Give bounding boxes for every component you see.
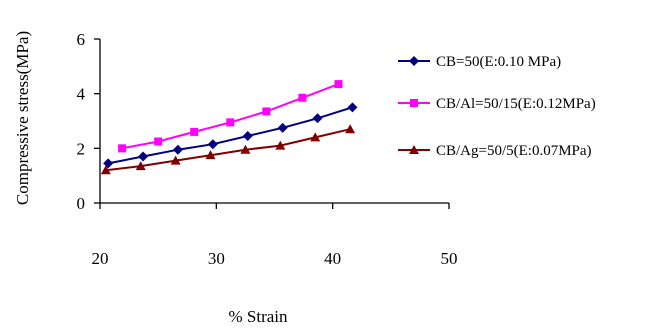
series-1 — [103, 102, 358, 169]
data-point — [138, 151, 149, 162]
data-point — [310, 132, 321, 142]
x-tick-label: 50 — [441, 249, 458, 268]
x-tick-label: 20 — [92, 249, 109, 268]
data-point — [154, 137, 163, 146]
data-point — [172, 144, 183, 155]
x-tick-label: 40 — [324, 249, 341, 268]
series-2 — [118, 80, 343, 153]
data-point — [103, 158, 114, 169]
data-point — [240, 144, 251, 154]
data-point — [312, 113, 323, 124]
legend-item: CB=50(E:0.10 MPa) — [398, 54, 561, 70]
y-axis-title: Compressive stress(MPa) — [13, 31, 32, 205]
data-point — [118, 144, 127, 153]
legend-item: CB/Ag=50/5(E:0.07MPa) — [398, 143, 592, 159]
data-point — [262, 107, 271, 116]
x-axis-title: % Strain — [228, 307, 288, 326]
y-tick-label: 4 — [77, 85, 86, 104]
data-point — [334, 80, 343, 89]
data-point — [205, 150, 216, 160]
data-point — [277, 122, 288, 133]
legend: CB=50(E:0.10 MPa) CB/Al=50/15(E:0.12MPa) C… — [398, 54, 596, 159]
data-point — [226, 118, 235, 127]
legend-item: CB/Al=50/15(E:0.12MPa) — [398, 96, 596, 112]
series-3 — [100, 124, 356, 175]
data-point — [242, 131, 253, 142]
data-point — [100, 165, 111, 175]
axes: 0 2 4 6 20 30 40 50 — [77, 30, 458, 268]
legend-label: CB/Ag=50/5(E:0.07MPa) — [436, 143, 592, 159]
data-point — [190, 127, 199, 136]
series-line — [105, 128, 351, 172]
y-tick-label: 2 — [77, 139, 86, 158]
legend-marker — [410, 99, 418, 107]
data-point — [298, 93, 307, 102]
series-layer — [100, 80, 358, 175]
data-point — [170, 155, 181, 165]
series-line — [107, 106, 353, 165]
legend-marker — [409, 145, 419, 154]
y-tick-label: 0 — [77, 194, 86, 213]
data-point — [345, 124, 356, 134]
data-point — [347, 102, 358, 113]
legend-marker — [409, 56, 419, 66]
x-tick-label: 30 — [208, 249, 225, 268]
data-point — [135, 161, 146, 171]
data-point — [207, 139, 218, 150]
legend-label: CB/Al=50/15(E:0.12MPa) — [436, 96, 596, 112]
data-point — [275, 140, 286, 150]
y-tick-label: 6 — [77, 30, 86, 49]
legend-label: CB=50(E:0.10 MPa) — [436, 54, 561, 70]
